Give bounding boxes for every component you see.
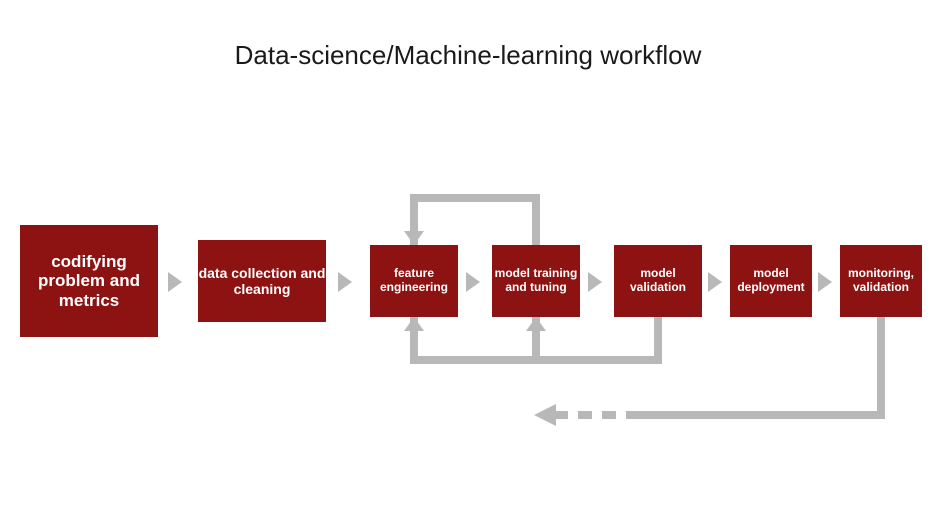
- arrow-forward-icon: [708, 272, 722, 292]
- arrow-forward-icon: [818, 272, 832, 292]
- node-label: model training and tuning: [492, 267, 580, 295]
- node-label: codifying problem and metrics: [20, 252, 158, 311]
- node-label: monitoring, validation: [840, 267, 922, 295]
- arrow-forward-icon: [588, 272, 602, 292]
- node-label: model deployment: [730, 267, 812, 295]
- arrow-forward-icon: [168, 272, 182, 292]
- arrow-forward-icon: [338, 272, 352, 292]
- node-feature: feature engineering: [370, 245, 458, 317]
- node-codify: codifying problem and metrics: [20, 225, 158, 337]
- node-collect: data collection and cleaning: [198, 240, 326, 322]
- node-label: model validation: [614, 267, 702, 295]
- node-deploy: model deployment: [730, 245, 812, 317]
- arrow-forward-icon: [466, 272, 480, 292]
- node-monitor: monitoring, validation: [840, 245, 922, 317]
- node-label: data collection and cleaning: [198, 265, 326, 297]
- node-train: model training and tuning: [492, 245, 580, 317]
- node-label: feature engineering: [370, 267, 458, 295]
- node-validate: model validation: [614, 245, 702, 317]
- diagram-title: Data-science/Machine-learning workflow: [0, 40, 936, 71]
